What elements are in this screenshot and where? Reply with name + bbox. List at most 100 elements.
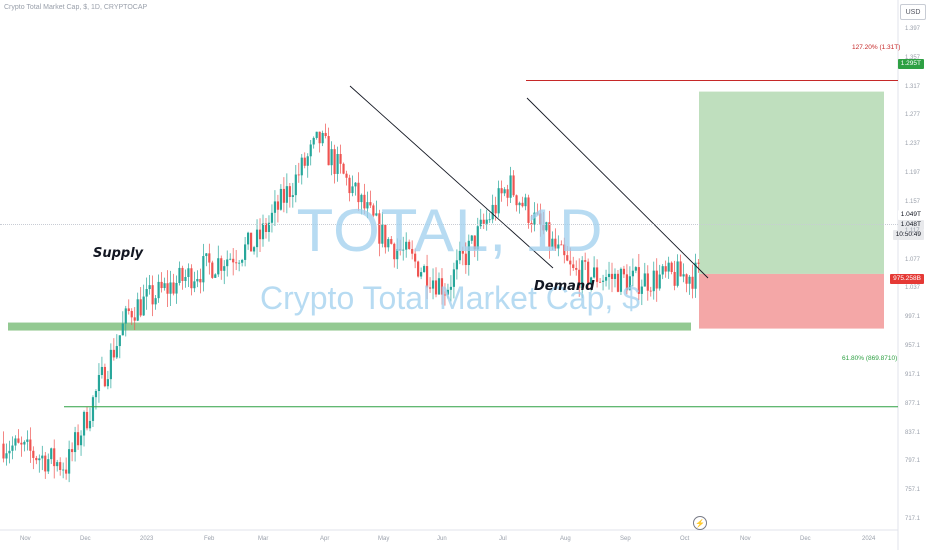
- y-axis-label: 717.1: [905, 516, 921, 522]
- candle-body: [697, 262, 700, 264]
- candle-body: [226, 259, 229, 267]
- x-axis-label: Dec: [80, 536, 91, 542]
- x-axis-label: Jul: [499, 536, 507, 542]
- candle-body: [85, 411, 89, 429]
- candle-body: [318, 131, 321, 144]
- candle-body: [402, 249, 405, 251]
- candle-body: [595, 267, 599, 282]
- candle-body: [422, 266, 426, 273]
- candle-body: [2, 443, 5, 459]
- candle-body: [408, 241, 411, 249]
- candle-body: [244, 244, 247, 260]
- candle-body: [545, 222, 548, 231]
- candle-body: [581, 260, 584, 289]
- candle-body: [82, 411, 86, 436]
- candle-body: [628, 276, 631, 291]
- candle-body: [297, 174, 300, 176]
- candle-body: [130, 310, 133, 318]
- candle-body: [417, 261, 420, 277]
- candle-body: [103, 366, 107, 387]
- candle-body: [399, 249, 402, 251]
- x-axis-label: Sep: [620, 536, 631, 542]
- candle-body: [71, 449, 74, 453]
- candle-body: [643, 273, 646, 287]
- candle-body: [512, 175, 515, 196]
- chart-header: Crypto Total Market Cap, $, 1D, CRYPTOCA…: [4, 4, 148, 11]
- candle-body: [79, 435, 83, 446]
- candle-body: [273, 201, 277, 213]
- candle-body: [467, 240, 470, 266]
- candle-body: [94, 390, 98, 398]
- candle-body: [65, 469, 68, 474]
- candle-body: [536, 212, 539, 214]
- candle-body: [217, 258, 220, 275]
- x-axis-label: 2023: [140, 536, 154, 542]
- supply-label: Supply: [93, 246, 144, 261]
- y-axis-label: 917.1: [905, 371, 921, 378]
- candle-body: [685, 274, 688, 284]
- y-axis-label: 997.1: [905, 314, 921, 321]
- candle-body: [554, 238, 557, 249]
- candle-body: [142, 296, 145, 316]
- candle-body: [497, 188, 500, 214]
- candle-body: [214, 274, 217, 278]
- candle-body: [106, 379, 109, 387]
- x-axis-label: Feb: [204, 536, 215, 542]
- candle-body: [443, 294, 447, 296]
- candle-body: [112, 349, 115, 358]
- candle-body: [5, 453, 8, 459]
- candle-body: [211, 262, 214, 278]
- candle-body: [145, 289, 148, 297]
- candle-body: [354, 182, 357, 187]
- candle-body: [440, 278, 444, 295]
- y-axis-label: 877.1: [905, 400, 921, 407]
- candle-body: [637, 267, 640, 294]
- x-axis-label: Dec: [800, 536, 811, 542]
- candle-body: [23, 441, 26, 445]
- candle-body: [14, 438, 17, 446]
- candle-body: [32, 450, 35, 458]
- candle-body: [491, 204, 494, 220]
- candle-body: [190, 268, 193, 289]
- candle-body: [503, 189, 506, 194]
- candle-body: [661, 266, 664, 275]
- y-axis-label: 1.317: [905, 83, 921, 90]
- current-price-tag-b: 1.048T: [897, 220, 924, 230]
- candle-body: [345, 173, 348, 178]
- candle-body: [196, 278, 199, 282]
- candle-body: [249, 232, 253, 252]
- candle-body: [566, 255, 569, 261]
- candle-body: [452, 269, 456, 287]
- candle-body: [220, 258, 223, 271]
- y-axis-label: 1.237: [905, 141, 921, 148]
- candle-body: [303, 157, 306, 166]
- currency-button[interactable]: USD: [900, 4, 926, 20]
- candle-body: [38, 458, 41, 461]
- candle-body: [664, 266, 667, 272]
- candle-body: [26, 439, 29, 442]
- candle-body: [309, 144, 312, 157]
- candle-body: [118, 335, 121, 347]
- bolt-icon[interactable]: ⚡: [693, 516, 707, 530]
- candle-body: [610, 273, 614, 279]
- candle-body: [658, 274, 661, 289]
- candle-body: [387, 239, 390, 248]
- candle-body: [223, 266, 226, 271]
- candle-body: [488, 219, 491, 221]
- demand-label: Demand: [534, 279, 595, 294]
- trendline-2: [526, 97, 709, 279]
- candle-body: [166, 283, 169, 294]
- candle-body: [625, 274, 629, 291]
- candle-body: [139, 299, 142, 316]
- x-axis-label: Aug: [560, 536, 571, 542]
- candle-body: [405, 241, 408, 250]
- candle-body: [327, 136, 330, 166]
- candle-body: [205, 253, 208, 257]
- candle-body: [148, 285, 151, 290]
- candle-body: [187, 268, 190, 277]
- candle-body: [136, 299, 139, 321]
- candle-body: [127, 308, 130, 311]
- candle-body: [342, 163, 345, 174]
- candle-body: [59, 462, 62, 471]
